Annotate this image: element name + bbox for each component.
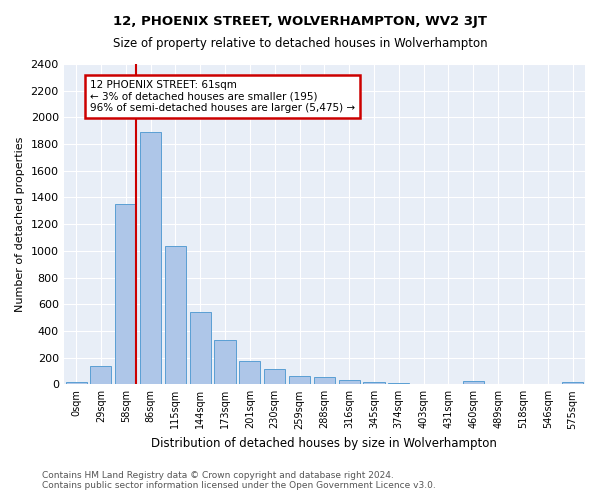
Bar <box>190 312 211 384</box>
Text: 12, PHOENIX STREET, WOLVERHAMPTON, WV2 3JT: 12, PHOENIX STREET, WOLVERHAMPTON, WV2 3… <box>113 15 487 28</box>
Bar <box>388 383 409 384</box>
Bar <box>289 376 310 384</box>
Bar <box>214 340 236 384</box>
X-axis label: Distribution of detached houses by size in Wolverhampton: Distribution of detached houses by size … <box>151 437 497 450</box>
Bar <box>338 380 360 384</box>
Bar <box>364 382 385 384</box>
Text: Contains HM Land Registry data © Crown copyright and database right 2024.
Contai: Contains HM Land Registry data © Crown c… <box>42 470 436 490</box>
Bar <box>562 382 583 384</box>
Text: Size of property relative to detached houses in Wolverhampton: Size of property relative to detached ho… <box>113 38 487 51</box>
Bar <box>264 369 285 384</box>
Bar <box>65 382 86 384</box>
Bar <box>91 366 112 384</box>
Bar <box>239 361 260 384</box>
Bar <box>115 204 136 384</box>
Bar <box>463 381 484 384</box>
Text: 12 PHOENIX STREET: 61sqm
← 3% of detached houses are smaller (195)
96% of semi-d: 12 PHOENIX STREET: 61sqm ← 3% of detache… <box>90 80 355 113</box>
Bar <box>165 246 186 384</box>
Bar <box>140 132 161 384</box>
Y-axis label: Number of detached properties: Number of detached properties <box>15 136 25 312</box>
Bar <box>314 377 335 384</box>
